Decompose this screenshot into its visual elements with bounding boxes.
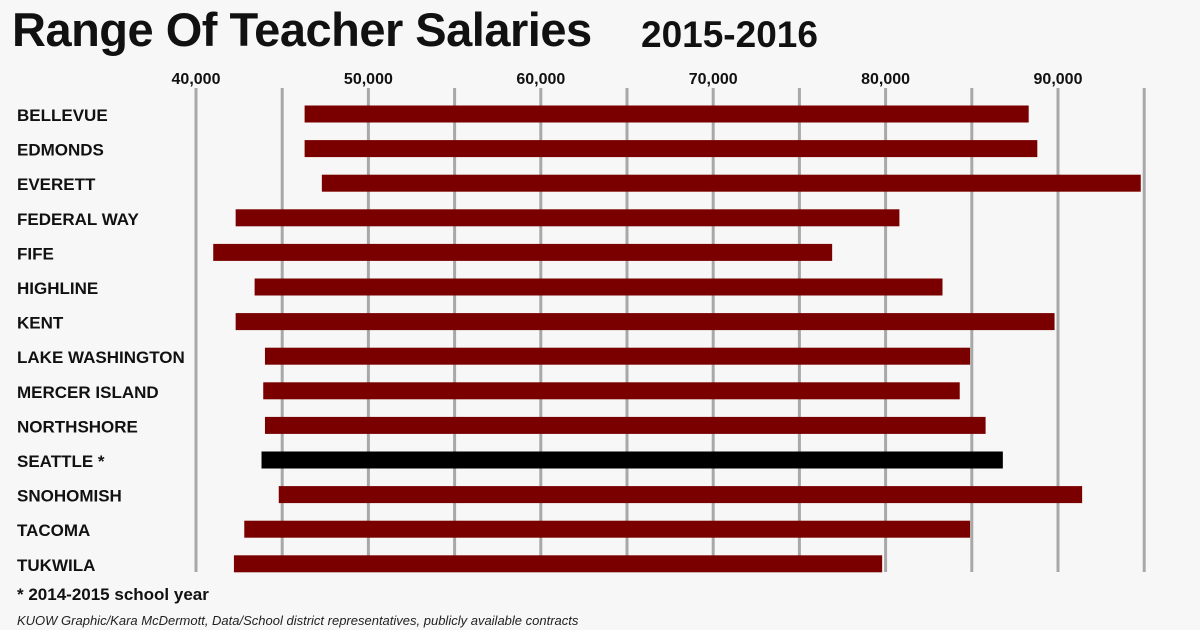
category-label: NORTHSHORE (17, 417, 138, 436)
category-label: SEATTLE * (17, 452, 105, 471)
category-label: EDMONDS (17, 141, 104, 160)
salary-range-bar (263, 382, 960, 400)
x-tick-label: 70,000 (689, 71, 738, 88)
salary-range-bar (254, 278, 943, 296)
salary-range-bar (304, 140, 1038, 158)
footnote: * 2014-2015 school year (17, 585, 209, 604)
salary-range-bar (264, 416, 986, 434)
x-tick-label: 40,000 (172, 71, 221, 88)
x-tick-label: 80,000 (861, 71, 910, 88)
category-label: FEDERAL WAY (17, 210, 140, 229)
category-label: LAKE WASHINGTON (17, 348, 185, 367)
salary-range-bar (264, 347, 971, 365)
salary-range-bar (233, 555, 883, 573)
chart-subtitle: 2015-2016 (641, 14, 818, 55)
category-label: EVERETT (17, 175, 96, 194)
category-label: TUKWILA (17, 556, 95, 575)
salary-range-bar (213, 243, 833, 261)
category-label: TACOMA (17, 521, 90, 540)
source-credit: KUOW Graphic/Kara McDermott, Data/School… (17, 613, 579, 628)
salary-range-bar (278, 486, 1083, 504)
category-label: MERCER ISLAND (17, 383, 159, 402)
salary-range-bar (244, 520, 971, 538)
category-label: BELLEVUE (17, 106, 108, 125)
chart-title: Range Of Teacher Salaries (12, 3, 592, 56)
x-tick-label: 50,000 (344, 71, 393, 88)
salary-range-bar (261, 451, 1003, 469)
salary-range-bar (235, 313, 1055, 331)
category-label: SNOHOMISH (17, 487, 122, 506)
category-label: FIFE (17, 244, 54, 263)
salary-range-bar (304, 105, 1029, 123)
x-tick-label: 60,000 (516, 71, 565, 88)
salary-range-bar (321, 174, 1141, 192)
category-label: KENT (17, 314, 64, 333)
category-label: HIGHLINE (17, 279, 98, 298)
salary-range-bar (235, 209, 900, 227)
x-tick-label: 90,000 (1034, 71, 1083, 88)
